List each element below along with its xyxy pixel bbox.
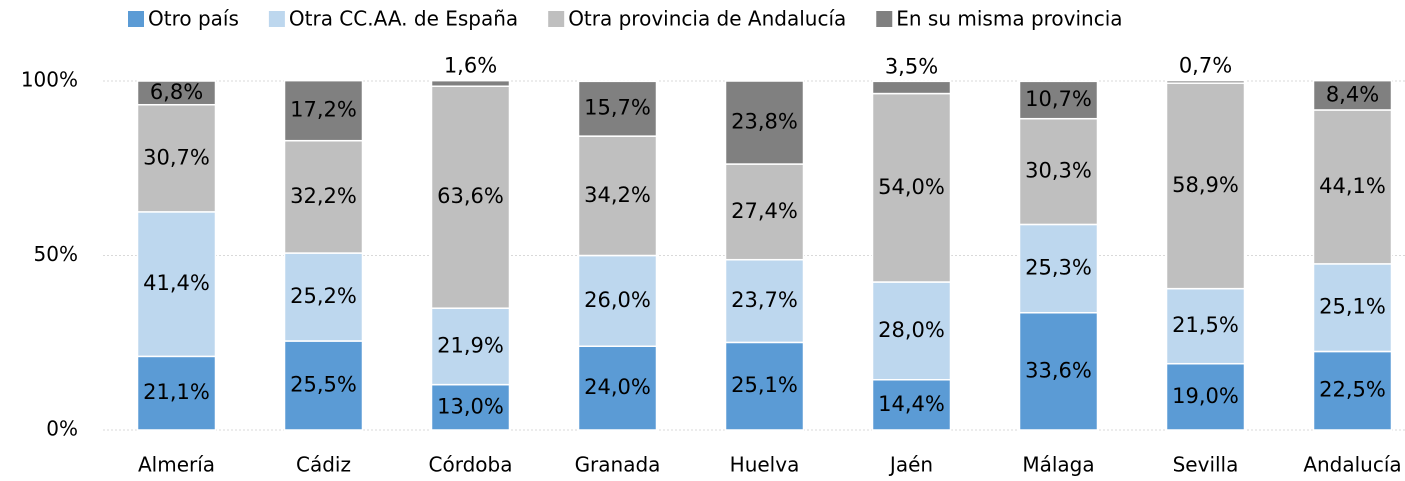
legend-swatch bbox=[548, 11, 565, 27]
data-label: 25,1% bbox=[731, 373, 798, 397]
x-tick-label: Sevilla bbox=[1173, 453, 1239, 477]
bar-segment bbox=[724, 258, 805, 344]
data-label: 6,8% bbox=[150, 80, 203, 104]
bar-segment bbox=[871, 281, 952, 381]
legend-label: Otra provincia de Andalucía bbox=[568, 7, 846, 31]
y-tick-label: 0% bbox=[46, 417, 78, 441]
bar-segment bbox=[724, 341, 805, 431]
data-label: 44,1% bbox=[1319, 174, 1386, 198]
bar-segment bbox=[1165, 287, 1246, 365]
data-label: 10,7% bbox=[1025, 87, 1092, 111]
bar-segment bbox=[724, 163, 805, 261]
bar-segment bbox=[136, 355, 217, 431]
data-label: 14,4% bbox=[878, 392, 945, 416]
data-label: 25,5% bbox=[290, 373, 357, 397]
bar-segment bbox=[1165, 82, 1246, 290]
data-label: 19,0% bbox=[1172, 384, 1239, 408]
data-label: 21,5% bbox=[1172, 313, 1239, 337]
bar-segment bbox=[1165, 362, 1246, 431]
bar-segment bbox=[1018, 223, 1099, 314]
y-tick-label: 50% bbox=[34, 242, 78, 266]
data-label: 21,9% bbox=[437, 333, 504, 357]
data-label: 22,5% bbox=[1319, 378, 1386, 402]
x-tick-label: Málaga bbox=[1022, 453, 1094, 477]
bar-segment bbox=[871, 378, 952, 431]
bar-segment bbox=[577, 254, 658, 347]
bar-segment bbox=[1312, 350, 1393, 431]
data-label: 30,7% bbox=[143, 145, 210, 169]
x-tick-label: Cádiz bbox=[296, 453, 351, 477]
data-label: 33,6% bbox=[1025, 358, 1092, 382]
legend-swatch bbox=[128, 11, 144, 27]
bar-segment bbox=[1018, 80, 1099, 120]
x-tick-label: Córdoba bbox=[429, 453, 513, 477]
bar-segment bbox=[430, 79, 511, 87]
data-label: 8,4% bbox=[1326, 82, 1379, 106]
data-label: 41,4% bbox=[143, 271, 210, 295]
data-label: 24,0% bbox=[584, 375, 651, 399]
data-label: 3,5% bbox=[885, 54, 938, 78]
data-label: 25,1% bbox=[1319, 295, 1386, 319]
data-label: 1,6% bbox=[444, 54, 497, 78]
legend-label: En su misma provincia bbox=[896, 7, 1122, 31]
legend-swatch bbox=[876, 11, 893, 27]
bar-segment bbox=[283, 79, 364, 142]
bar-segment bbox=[136, 80, 217, 106]
bar-segment bbox=[430, 307, 511, 386]
legend-label: Otro país bbox=[148, 7, 239, 31]
data-label: 0,7% bbox=[1179, 54, 1232, 78]
data-label: 25,3% bbox=[1025, 256, 1092, 280]
data-label: 34,2% bbox=[584, 183, 651, 207]
data-label: 23,8% bbox=[731, 110, 798, 134]
bar-segment bbox=[724, 80, 805, 165]
data-label: 13,0% bbox=[437, 394, 504, 418]
x-tick-label: Andalucía bbox=[1303, 453, 1401, 477]
bar-segment bbox=[1165, 79, 1246, 84]
data-label: 23,7% bbox=[731, 288, 798, 312]
legend-label: Otra CC.AA. de España bbox=[289, 7, 518, 31]
bar-segment bbox=[1312, 79, 1393, 111]
data-label: 28,0% bbox=[878, 318, 945, 342]
x-tick-label: Jaén bbox=[888, 453, 933, 477]
legend-swatch bbox=[268, 11, 285, 27]
data-label: 54,0% bbox=[878, 175, 945, 199]
x-tick-label: Granada bbox=[575, 453, 661, 477]
bar-segment bbox=[871, 92, 952, 283]
x-tick-label: Huelva bbox=[730, 453, 800, 477]
x-tick-label: Almería bbox=[138, 453, 215, 477]
data-label: 27,4% bbox=[731, 199, 798, 223]
bar-segment bbox=[1312, 263, 1393, 353]
data-label: 25,2% bbox=[290, 284, 357, 308]
bar-segment bbox=[577, 135, 658, 257]
bar-segment bbox=[430, 383, 511, 431]
data-label: 63,6% bbox=[437, 184, 504, 208]
bar-segment bbox=[871, 80, 952, 95]
bar-segment bbox=[430, 85, 511, 309]
data-label: 58,9% bbox=[1172, 173, 1239, 197]
bar-segment bbox=[577, 80, 658, 137]
bar-segment bbox=[1018, 311, 1099, 431]
bar-segment bbox=[1018, 117, 1099, 226]
bar-segment bbox=[1312, 109, 1393, 265]
data-label: 15,7% bbox=[584, 96, 651, 120]
data-label: 21,1% bbox=[143, 380, 210, 404]
data-label: 30,3% bbox=[1025, 159, 1092, 183]
bar-segment bbox=[136, 103, 217, 213]
y-tick-label: 100% bbox=[21, 68, 78, 92]
data-label: 26,0% bbox=[584, 288, 651, 312]
data-label: 17,2% bbox=[290, 98, 357, 122]
data-label: 32,2% bbox=[290, 184, 357, 208]
